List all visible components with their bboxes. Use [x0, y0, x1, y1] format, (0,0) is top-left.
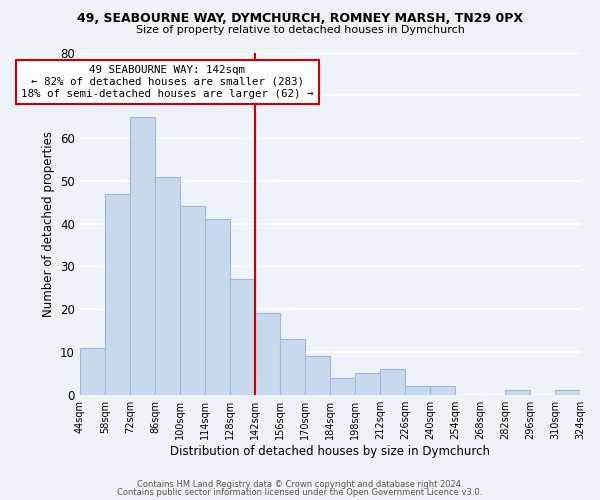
Bar — [305, 356, 330, 395]
Text: 49, SEABOURNE WAY, DYMCHURCH, ROMNEY MARSH, TN29 0PX: 49, SEABOURNE WAY, DYMCHURCH, ROMNEY MAR… — [77, 12, 523, 26]
Y-axis label: Number of detached properties: Number of detached properties — [41, 130, 55, 316]
Text: Contains public sector information licensed under the Open Government Licence v3: Contains public sector information licen… — [118, 488, 482, 497]
Text: 49 SEABOURNE WAY: 142sqm
← 82% of detached houses are smaller (283)
18% of semi-: 49 SEABOURNE WAY: 142sqm ← 82% of detach… — [21, 66, 314, 98]
Bar — [505, 390, 530, 394]
Bar — [105, 194, 130, 394]
Bar — [155, 176, 180, 394]
Bar — [380, 369, 405, 394]
Text: Contains HM Land Registry data © Crown copyright and database right 2024.: Contains HM Land Registry data © Crown c… — [137, 480, 463, 489]
Text: Size of property relative to detached houses in Dymchurch: Size of property relative to detached ho… — [136, 25, 464, 35]
Bar — [405, 386, 430, 394]
Bar — [555, 390, 580, 394]
Bar — [255, 314, 280, 394]
Bar — [205, 220, 230, 394]
Bar — [355, 374, 380, 394]
Bar — [80, 348, 105, 395]
Bar — [280, 339, 305, 394]
Bar — [230, 279, 255, 394]
Bar — [180, 206, 205, 394]
Bar — [130, 116, 155, 394]
X-axis label: Distribution of detached houses by size in Dymchurch: Distribution of detached houses by size … — [170, 444, 490, 458]
Bar — [330, 378, 355, 394]
Bar — [430, 386, 455, 394]
